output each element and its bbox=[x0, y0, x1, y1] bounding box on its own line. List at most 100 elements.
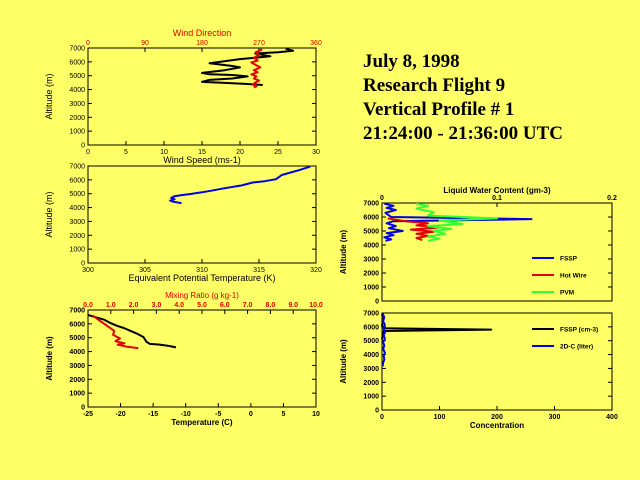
temp-top-tick-label: 8.0 bbox=[266, 302, 276, 309]
temp-xtick-label: 5 bbox=[281, 411, 285, 418]
temp-ytick-label: 2000 bbox=[69, 377, 85, 384]
wind-xtick-label: 15 bbox=[198, 149, 206, 156]
theta-ytick-label: 7000 bbox=[69, 164, 85, 171]
temp-xtick-label: -20 bbox=[116, 411, 126, 418]
conc-xtick-label: 100 bbox=[434, 414, 446, 421]
conc-xlabel: Concentration bbox=[470, 421, 524, 430]
conc-ytick-label: 5000 bbox=[363, 338, 379, 345]
lwc-ytick-label: 4000 bbox=[363, 243, 379, 250]
theta-ytick-label: 6000 bbox=[69, 177, 85, 184]
conc-xtick-label: 0 bbox=[380, 414, 384, 421]
temp-xtick-label: -15 bbox=[148, 411, 158, 418]
wind-top-tick-label: 180 bbox=[196, 40, 208, 47]
theta-xtick-label: 310 bbox=[196, 267, 208, 274]
wind-xtick-label: 25 bbox=[274, 149, 282, 156]
temp-top-label: Mixing Ratio (g kg-1) bbox=[165, 291, 239, 300]
wind-xtick-label: 0 bbox=[86, 149, 90, 156]
temp-top-tick-label: 2.0 bbox=[129, 302, 139, 309]
temp-top-tick-label: 9.0 bbox=[288, 302, 298, 309]
wind-ytick-label: 3000 bbox=[69, 101, 85, 108]
conc-ytick-label: 7000 bbox=[363, 311, 379, 318]
temp-ytick-label: 6000 bbox=[69, 321, 85, 328]
flight-date: July 8, 1998 bbox=[363, 51, 460, 72]
flight-info: July 8, 1998 Research Flight 9 Vertical … bbox=[363, 50, 563, 146]
lwc-ytick-label: 3000 bbox=[363, 257, 379, 264]
conc-ytick-label: 2000 bbox=[363, 380, 379, 387]
conc-series-2d-c-liter- bbox=[381, 313, 387, 367]
lwc-series-fssp bbox=[383, 202, 533, 242]
conc-ytick-label: 4000 bbox=[363, 352, 379, 359]
theta-frame bbox=[87, 165, 317, 264]
conc-series-fssp-cm-3- bbox=[381, 313, 493, 340]
theta-xtick-label: 320 bbox=[310, 267, 322, 274]
temp-top-tick-label: 5.0 bbox=[197, 302, 207, 309]
lwc-ytick-label: 5000 bbox=[363, 229, 379, 236]
temp-xtick-label: 0 bbox=[249, 411, 253, 418]
lwc-ytick-label: 6000 bbox=[363, 215, 379, 222]
wind-series-wind-speed bbox=[201, 47, 295, 86]
wind-ytick-label: 4000 bbox=[69, 87, 85, 94]
lwc-top-tick-label: 0.1 bbox=[492, 195, 502, 202]
wind-top-tick-label: 360 bbox=[310, 40, 322, 47]
theta-ytick-label: 4000 bbox=[69, 205, 85, 212]
time-range: 21:24:00 - 21:36:00 UTC bbox=[363, 123, 564, 144]
wind-ytick-label: 0 bbox=[81, 143, 85, 150]
wind-top-tick-label: 0 bbox=[86, 40, 90, 47]
lwc-ytick-label: 2000 bbox=[363, 271, 379, 278]
lwc-top-tick-label: 0 bbox=[380, 195, 384, 202]
conc-xtick-label: 400 bbox=[606, 414, 618, 421]
lwc-legend-label: PVM bbox=[560, 290, 574, 297]
theta-xlabel: Equivalent Potential Temperature (K) bbox=[129, 273, 276, 283]
lwc-ytick-label: 7000 bbox=[363, 201, 379, 208]
wind-xlabel: Wind Speed (ms-1) bbox=[163, 155, 241, 165]
wind-xtick-label: 30 bbox=[312, 149, 320, 156]
temp-series-temperature bbox=[87, 313, 177, 349]
conc-ytick-label: 6000 bbox=[363, 324, 379, 331]
temp-top-tick-label: 7.0 bbox=[243, 302, 253, 309]
theta-xtick-label: 300 bbox=[82, 267, 94, 274]
temp-xtick-label: -25 bbox=[83, 411, 93, 418]
lwc-title: Liquid Water Content (gm-3) bbox=[443, 186, 551, 195]
wind-series-wind-direction bbox=[250, 48, 263, 89]
wind-top-label: Wind Direction bbox=[173, 28, 232, 38]
temp-top-tick-label: 4.0 bbox=[174, 302, 184, 309]
wind-xtick-label: 5 bbox=[124, 149, 128, 156]
profile-number: Vertical Profile # 1 bbox=[363, 99, 515, 120]
theta-xtick-label: 305 bbox=[139, 267, 151, 274]
flight-number: Research Flight 9 bbox=[363, 75, 506, 96]
lwc-legend-label: FSSP bbox=[560, 256, 578, 263]
wind-top-tick-label: 270 bbox=[253, 40, 265, 47]
wind-ytick-label: 7000 bbox=[69, 46, 85, 53]
wind-frame bbox=[87, 47, 317, 146]
conc-ytick-label: 1000 bbox=[363, 394, 379, 401]
temp-series-mixing-ratio bbox=[92, 314, 139, 350]
temp-ytick-label: 3000 bbox=[69, 363, 85, 370]
theta-ytick-label: 2000 bbox=[69, 233, 85, 240]
lwc-series-hot-wire bbox=[387, 217, 441, 242]
conc-xtick-label: 300 bbox=[549, 414, 561, 421]
theta-series-theta-e bbox=[169, 165, 311, 205]
wind-ytick-label: 5000 bbox=[69, 73, 85, 80]
temp-xtick-label: 10 bbox=[312, 411, 320, 418]
conc-ylabel: Altitude (m) bbox=[339, 339, 348, 384]
theta-ylabel: Altitude (m) bbox=[44, 191, 54, 237]
lwc-chart: 0 1000 2000 3000 4000 5000 6000 7000 Altitude (m… bbox=[339, 186, 617, 306]
wind-ytick-label: 2000 bbox=[69, 115, 85, 122]
conc-ytick-label: 0 bbox=[375, 408, 379, 415]
theta-chart: 0 1000 2000 3000 4000 5000 6000 7000 Altitude (m… bbox=[44, 164, 322, 284]
temp-ylabel: Altitude (m) bbox=[45, 336, 54, 381]
wind-xtick-label: 10 bbox=[160, 149, 168, 156]
temp-ytick-label: 7000 bbox=[69, 308, 85, 315]
temp-top-tick-label: 6.0 bbox=[220, 302, 230, 309]
wind-ytick-label: 1000 bbox=[69, 129, 85, 136]
temp-top-tick-label: 10.0 bbox=[309, 302, 323, 309]
temp-xtick-label: -5 bbox=[215, 411, 221, 418]
temp-ytick-label: 1000 bbox=[69, 391, 85, 398]
temp-top-tick-label: 1.0 bbox=[106, 302, 116, 309]
lwc-series-pvm bbox=[415, 202, 498, 242]
theta-xtick-label: 315 bbox=[253, 267, 265, 274]
temp-ytick-label: 5000 bbox=[69, 335, 85, 342]
lwc-ytick-label: 0 bbox=[375, 299, 379, 306]
